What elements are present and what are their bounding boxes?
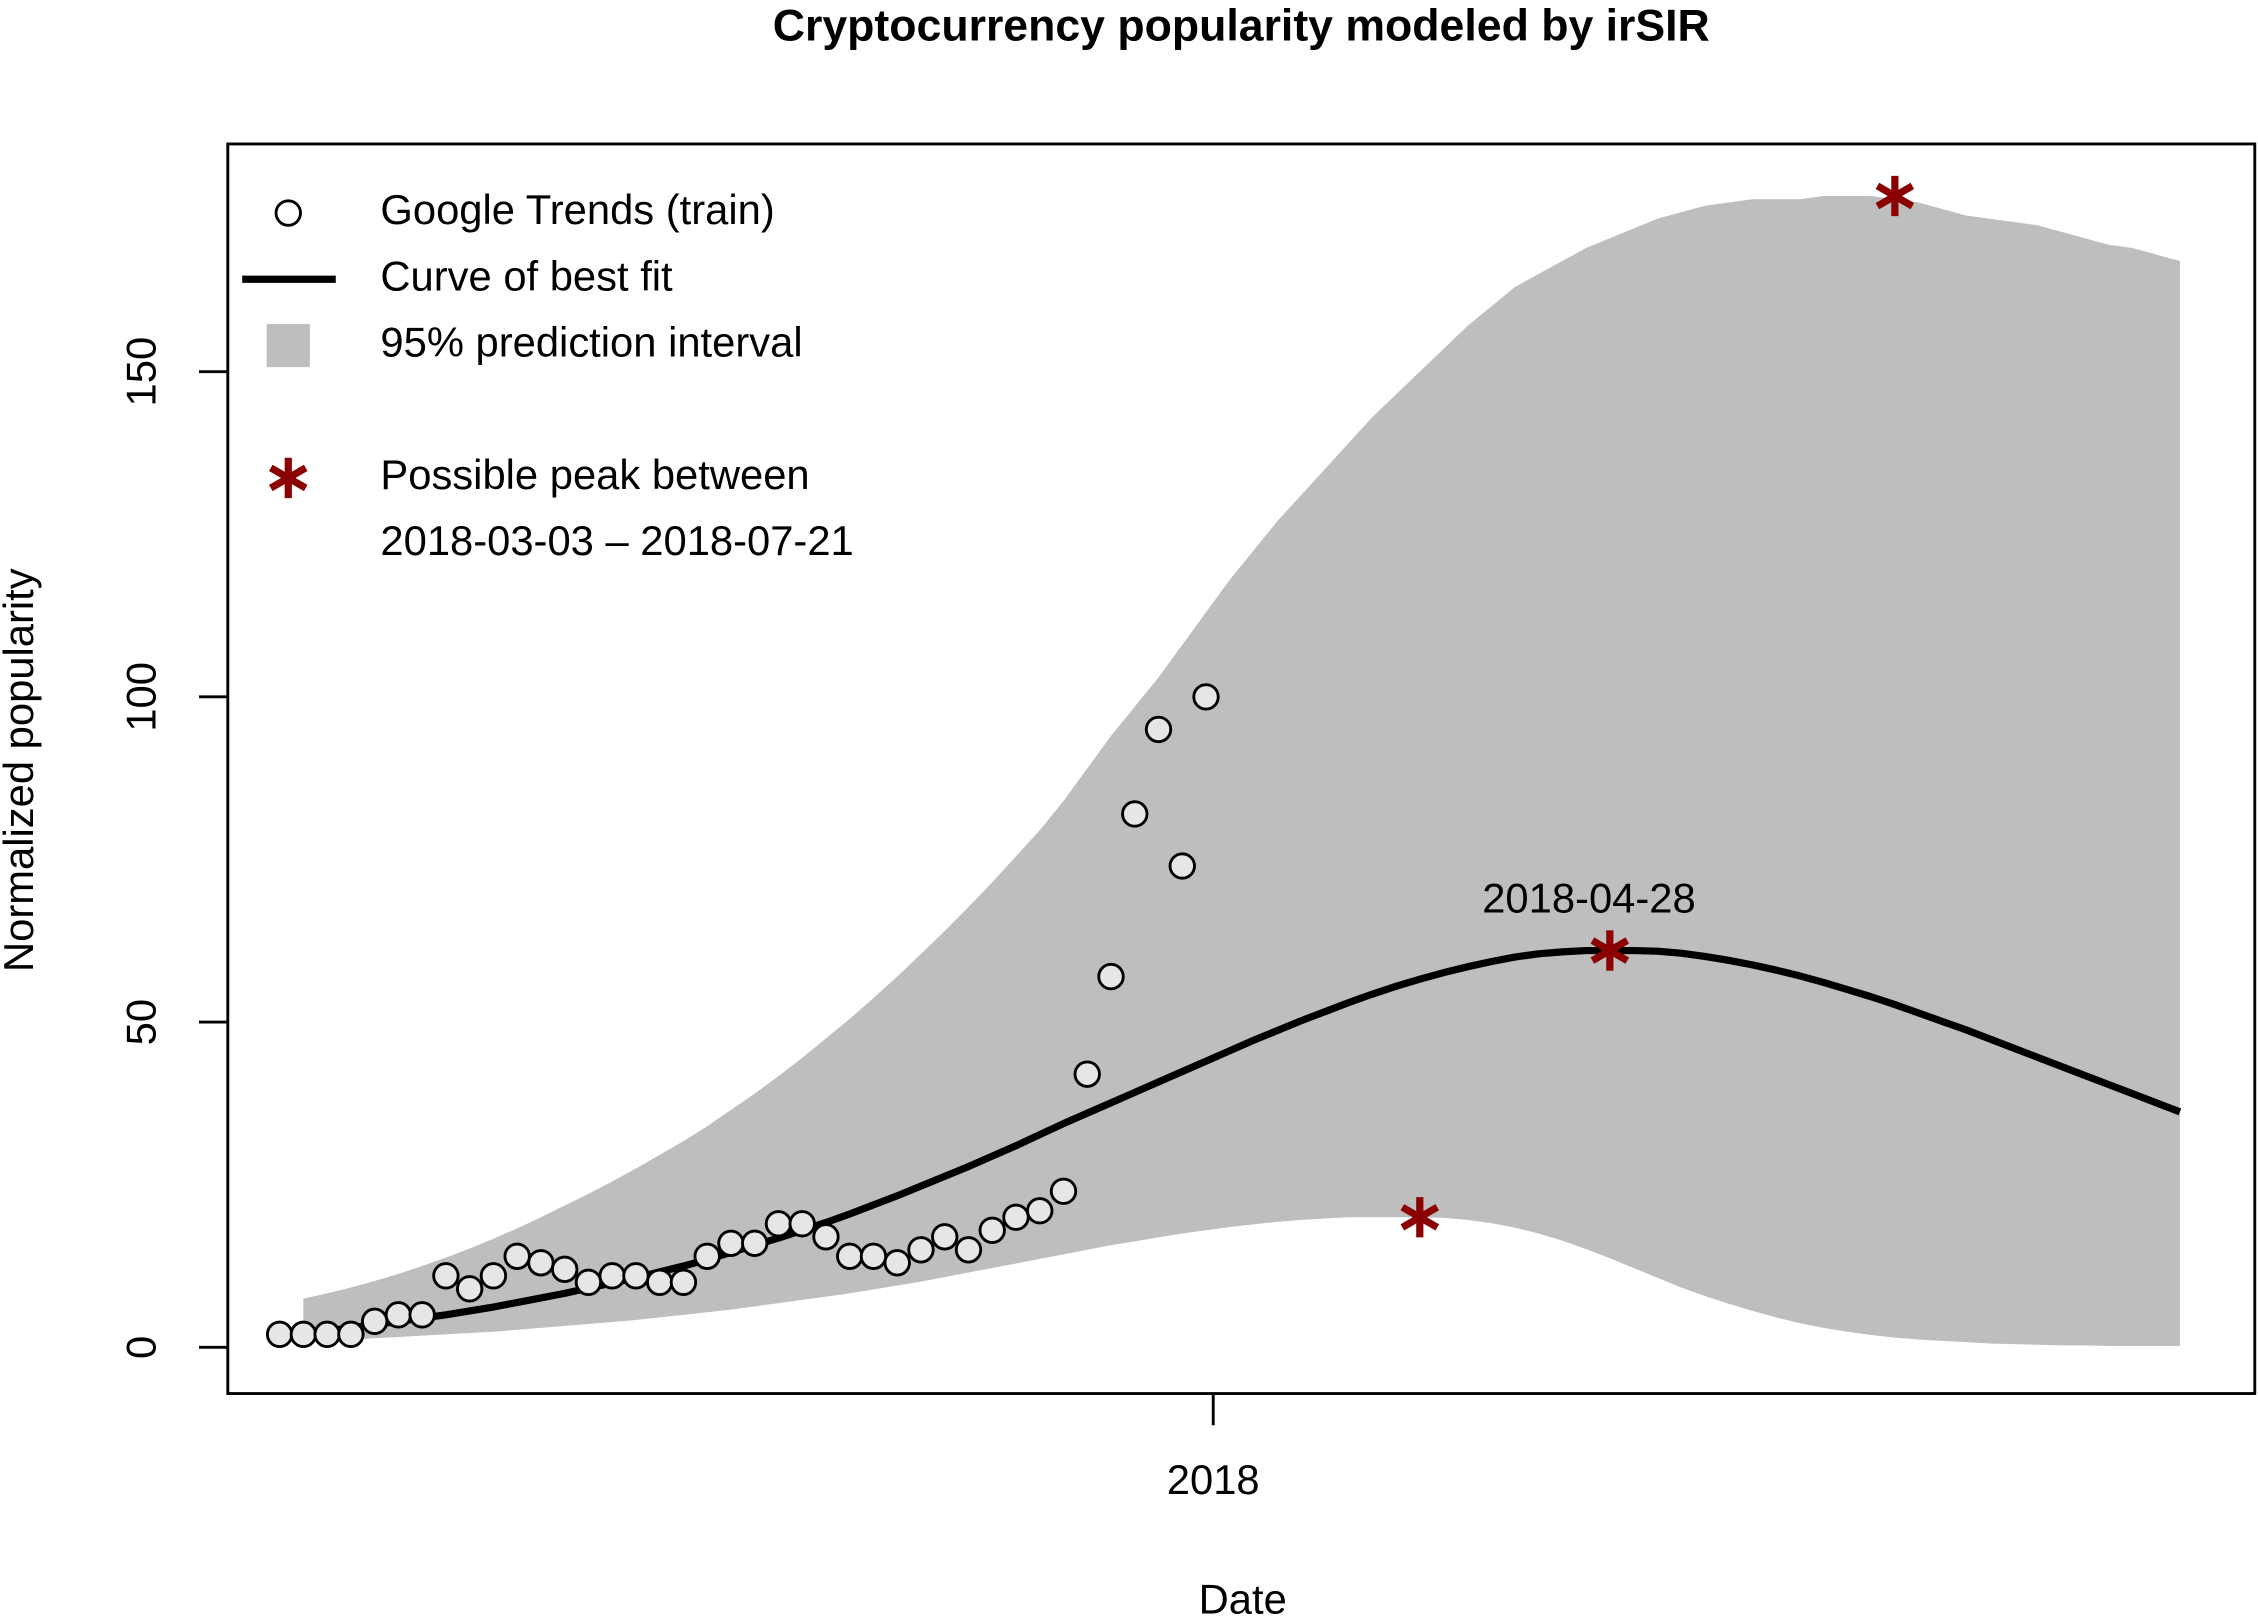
data-point <box>1026 1197 1054 1225</box>
data-point <box>812 1223 840 1251</box>
data-point <box>360 1307 389 1336</box>
data-point <box>265 1320 294 1349</box>
y-tick-label: 150 <box>117 337 164 407</box>
legend: Google Trends (train) Curve of best fit 95… <box>242 186 854 564</box>
x-axis-label: Date <box>1199 1575 1287 1621</box>
star-stroke <box>1400 1204 1440 1231</box>
star-marker <box>1590 930 1630 971</box>
data-point <box>954 1236 983 1264</box>
legend-symbol <box>274 199 302 227</box>
data-point <box>859 1242 888 1270</box>
legend-sublabel: 2018-03-03 – 2018-07-21 <box>380 517 853 564</box>
data-point <box>907 1236 935 1264</box>
star-stroke <box>269 464 308 492</box>
data-point <box>669 1268 698 1296</box>
data-point <box>717 1229 745 1257</box>
data-point <box>788 1210 816 1238</box>
prediction-band <box>303 195 2180 1347</box>
legend-label: Google Trends (train) <box>380 186 774 233</box>
data-point <box>408 1301 436 1329</box>
data-point <box>313 1320 341 1349</box>
data-point <box>883 1249 911 1277</box>
data-point <box>527 1249 555 1277</box>
plot-frame <box>226 142 2257 1395</box>
star-marker <box>1400 1197 1440 1238</box>
data-point <box>598 1262 626 1290</box>
x-tick-label: 2018 <box>1167 1456 1260 1503</box>
data-point <box>1144 715 1173 744</box>
data-point <box>1097 962 1125 991</box>
legend-label: Possible peak between <box>380 451 809 498</box>
data-point <box>978 1216 1006 1244</box>
legend-label: 95% prediction interval <box>380 319 802 366</box>
data-point <box>384 1301 413 1329</box>
data-point <box>836 1242 864 1270</box>
data-point <box>646 1268 674 1296</box>
data-point <box>1073 1060 1101 1088</box>
data-point <box>622 1262 650 1290</box>
data-point <box>741 1229 769 1257</box>
y-tick-label: 50 <box>117 999 164 1045</box>
y-axis-label: Normalized popularity <box>0 568 42 972</box>
data-point <box>574 1268 603 1296</box>
legend-label: Curve of best fit <box>380 252 673 299</box>
data-point <box>289 1320 318 1349</box>
legend-symbol <box>266 323 310 368</box>
star-stroke <box>1590 937 1630 964</box>
data-point <box>455 1275 484 1303</box>
data-point <box>337 1320 365 1349</box>
data-point <box>1192 683 1220 711</box>
star-stroke <box>1875 182 1915 210</box>
data-point <box>764 1210 793 1238</box>
y-tick-label: 0 <box>117 1336 164 1359</box>
chart-title: Cryptocurrency popularity modeled by irS… <box>773 2 1710 51</box>
data-point <box>1168 852 1196 880</box>
data-point <box>550 1255 579 1283</box>
data-point <box>432 1262 460 1290</box>
data-point <box>693 1242 721 1270</box>
y-tick-label: 100 <box>117 662 164 732</box>
data-point <box>503 1242 531 1270</box>
star-marker <box>1875 175 1915 217</box>
peak-annotation: 2018-04-28 <box>1482 875 1695 922</box>
data-point <box>1121 800 1149 828</box>
data-point <box>1002 1203 1030 1231</box>
data-point <box>1049 1177 1078 1205</box>
data-point <box>931 1223 959 1251</box>
star-marker <box>269 457 308 499</box>
data-point <box>479 1262 508 1290</box>
